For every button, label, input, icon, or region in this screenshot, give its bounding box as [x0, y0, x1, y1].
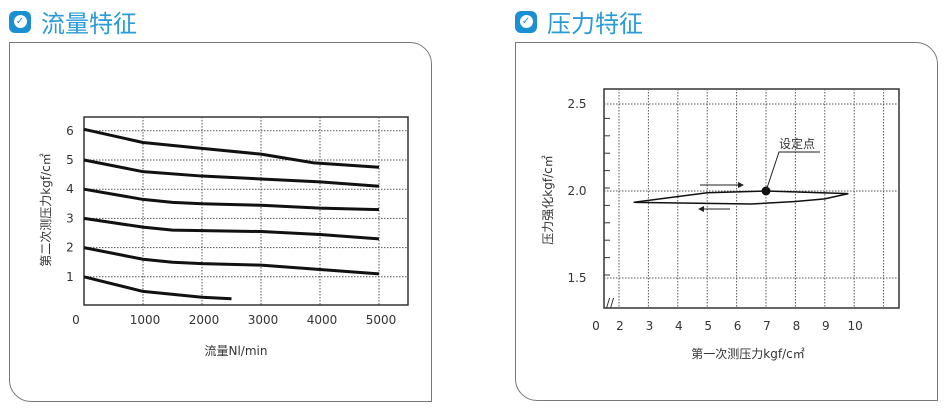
pressure-title-text: 压力特征 — [547, 10, 643, 38]
series-line-5 — [83, 158, 380, 188]
pressure-title: ✓ 压力特征 — [515, 4, 643, 39]
check-icon: ✓ — [9, 10, 31, 33]
series-line-1 — [83, 275, 232, 301]
arrow-left-head — [698, 206, 704, 212]
check-icon: ✓ — [515, 10, 537, 33]
x-tick-label: 5 — [704, 319, 712, 333]
x-tick-label: 4 — [675, 319, 683, 333]
flow-title-text: 流量特征 — [41, 10, 137, 38]
x-tick-label: 1000 — [130, 313, 161, 327]
x-tick-label: 8 — [793, 319, 801, 333]
x-tick-label: 5000 — [366, 313, 397, 327]
y-tick-label: 2.0 — [567, 184, 586, 198]
plot-frame — [83, 116, 409, 306]
y-tick-label: 3 — [66, 211, 74, 225]
arrow-right-head — [738, 182, 744, 188]
x-tick-label: 4000 — [307, 313, 338, 327]
y-tick-label: 2 — [66, 241, 74, 255]
x-tick-label: 6 — [734, 319, 742, 333]
y-axis-label: 压力强化kgf/c㎡ — [541, 155, 555, 244]
y-tick-label: 6 — [66, 124, 74, 138]
series-line-2 — [83, 246, 380, 276]
x-tick-label: 0 — [72, 313, 80, 327]
y-tick-label: 5 — [66, 153, 74, 167]
x-tick-label: 10 — [848, 319, 863, 333]
series-line-3 — [83, 216, 380, 241]
x-tick-label: 2 — [616, 319, 624, 333]
y-tick-label: 1.5 — [567, 271, 586, 285]
x-tick-label: 2000 — [189, 313, 220, 327]
flow-title: ✓ 流量特征 — [9, 4, 137, 39]
y-tick-label: 1 — [66, 270, 74, 284]
x-tick-label: 7 — [763, 319, 771, 333]
series-line-6 — [83, 127, 380, 169]
x-tick-label: 3 — [646, 319, 654, 333]
y-tick-label: 4 — [66, 182, 74, 196]
annotation-label: 设定点 — [779, 136, 815, 151]
x-axis-label: 第一次测压力kgf/c㎡ — [691, 347, 804, 361]
x-tick-label: 9 — [822, 319, 830, 333]
x-tick-label: 0 — [592, 319, 600, 333]
plot-frame — [603, 88, 900, 309]
annotation-leader — [765, 151, 820, 192]
y-tick-label: 2.5 — [567, 97, 586, 111]
x-axis-label: 流量Nl/min — [205, 344, 268, 358]
series-line-decreasing — [633, 192, 849, 205]
pressure-panel — [515, 42, 938, 401]
series-line-4 — [83, 187, 380, 212]
series-line-increasing — [633, 190, 849, 204]
x-tick-label: 3000 — [248, 313, 279, 327]
y-axis-label: 第二次测压力kgf/c㎡ — [39, 153, 53, 266]
flow-panel — [9, 42, 432, 402]
axis-break-icon: // — [606, 296, 615, 310]
